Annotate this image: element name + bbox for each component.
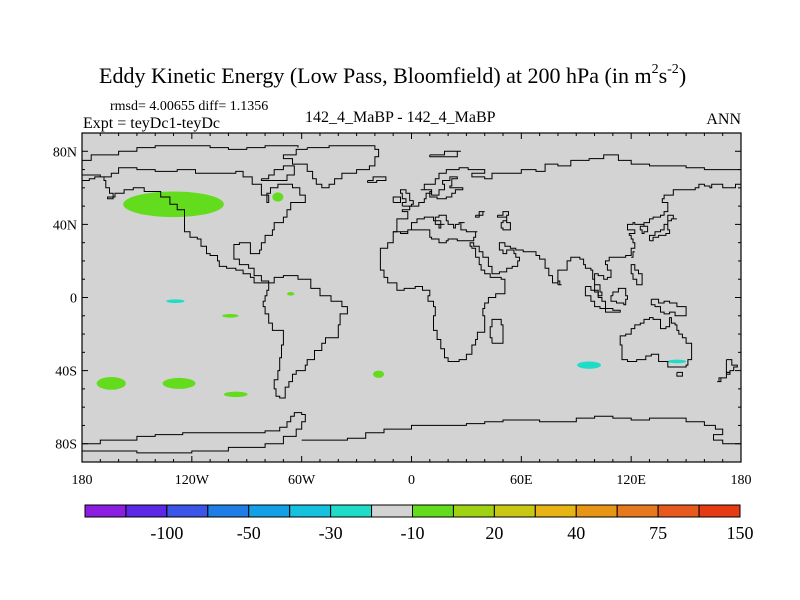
coastline-10 bbox=[649, 214, 677, 242]
y-tick-label: 40N bbox=[53, 218, 77, 233]
colorbar-box-3 bbox=[207, 504, 250, 518]
y-tick-label: 80S bbox=[55, 438, 77, 453]
coastline-11 bbox=[584, 286, 606, 309]
colorbar-label: 20 bbox=[485, 523, 503, 543]
colorbar-box-11 bbox=[534, 504, 577, 518]
chart-title: Eddy Kinetic Energy (Low Pass, Bloomfiel… bbox=[99, 62, 686, 88]
colorbar-box-15 bbox=[698, 504, 741, 518]
coastline-14 bbox=[630, 264, 643, 286]
anomaly-region-8 bbox=[166, 299, 185, 303]
colorbar-box-14 bbox=[657, 504, 700, 518]
colorbar-box-4 bbox=[248, 504, 291, 518]
colorbar-label: -50 bbox=[237, 523, 261, 543]
coastline-12 bbox=[610, 287, 628, 306]
anomaly-region-4 bbox=[223, 391, 248, 398]
x-axis: 180 120W 60W 0 60E 120E 180 bbox=[72, 133, 752, 488]
coastline-25 bbox=[475, 211, 485, 218]
colorbar-box-6 bbox=[330, 504, 373, 518]
coastline-21 bbox=[489, 318, 504, 344]
anomaly-region-5 bbox=[222, 313, 239, 318]
anomaly-region-9 bbox=[577, 361, 601, 369]
anomaly-region-10 bbox=[667, 359, 687, 364]
anomaly-region-2 bbox=[96, 377, 126, 390]
chart-title-main: Eddy Kinetic Energy (Low Pass, Bloomfiel… bbox=[99, 63, 652, 88]
colorbar-box-1 bbox=[125, 504, 168, 518]
colorbar-label: -100 bbox=[150, 523, 183, 543]
plot-background bbox=[82, 133, 741, 462]
coastline-22 bbox=[557, 280, 562, 286]
colorbar-label: -30 bbox=[319, 523, 343, 543]
x-tick-label: 180 bbox=[731, 473, 752, 488]
coastline-17 bbox=[619, 317, 693, 368]
coastline-23 bbox=[82, 412, 306, 454]
x-tick-label: 120E bbox=[616, 473, 646, 488]
anomaly-region-3 bbox=[162, 377, 196, 389]
colorbar-box-7 bbox=[371, 504, 413, 518]
anomaly-region-1 bbox=[272, 192, 284, 202]
chart-title-s-exponent: -2 bbox=[667, 62, 679, 77]
coastline-4 bbox=[367, 176, 387, 183]
coastline-18 bbox=[676, 371, 683, 377]
chart-title-m-exponent: 2 bbox=[652, 62, 659, 77]
y-tick-label: 80N bbox=[53, 145, 77, 160]
coastline-15 bbox=[631, 251, 635, 258]
expt-label: Expt = teyDc1-teyDc bbox=[83, 115, 220, 132]
coastline-26 bbox=[497, 211, 511, 231]
colorbar-box-13 bbox=[616, 504, 659, 518]
colorbar: -100 -50 -30 -10 20 40 75 150 bbox=[84, 504, 754, 543]
colorbar-label: -10 bbox=[401, 523, 425, 543]
coastline-7 bbox=[429, 150, 461, 158]
colorbar-box-8 bbox=[412, 504, 454, 518]
colorbar-label: 40 bbox=[567, 523, 585, 543]
coastline-9 bbox=[379, 178, 741, 362]
coastline-5 bbox=[400, 189, 414, 207]
coastline-0 bbox=[82, 145, 299, 161]
colorbar-box-5 bbox=[289, 504, 332, 518]
coastline-1 bbox=[82, 167, 348, 399]
x-tick-label: 120W bbox=[175, 473, 210, 488]
colorbar-label: 150 bbox=[727, 523, 754, 543]
coastline-6 bbox=[392, 196, 401, 203]
x-tick-label: 60W bbox=[288, 473, 316, 488]
case-label: 142_4_MaBP - 142_4_MaBP bbox=[305, 109, 496, 126]
x-tick-label: 180 bbox=[72, 473, 93, 488]
colorbar-box-0 bbox=[84, 504, 127, 518]
anomaly-region-6 bbox=[287, 292, 295, 296]
x-tick-label: 0 bbox=[408, 473, 415, 488]
season-label: ANN bbox=[706, 111, 741, 128]
colorbar-box-9 bbox=[452, 504, 495, 518]
colorbar-box-12 bbox=[575, 504, 618, 518]
y-axis: 80N 40N 0 40S 80S bbox=[53, 145, 741, 453]
colorbar-label: 75 bbox=[649, 523, 667, 543]
chart-title-close: ) bbox=[679, 63, 686, 88]
coastline-3 bbox=[260, 165, 295, 181]
coastline-2 bbox=[282, 145, 380, 189]
coastline-20 bbox=[717, 371, 731, 383]
coastlines bbox=[82, 145, 741, 454]
coastline-24 bbox=[301, 415, 741, 446]
chart-title-s: s bbox=[659, 63, 668, 88]
colorbar-box-2 bbox=[166, 504, 209, 518]
colorbar-box-10 bbox=[493, 504, 536, 518]
stats-text: rmsd= 4.00655 diff= 1.1356 bbox=[110, 99, 268, 114]
x-tick-label: 60E bbox=[510, 473, 533, 488]
y-tick-label: 0 bbox=[70, 292, 77, 307]
y-tick-label: 40S bbox=[55, 365, 77, 380]
coastline-13 bbox=[605, 308, 621, 313]
coastline-8 bbox=[393, 154, 741, 233]
coastline-16 bbox=[650, 298, 687, 317]
anomaly-region-7 bbox=[373, 370, 385, 378]
